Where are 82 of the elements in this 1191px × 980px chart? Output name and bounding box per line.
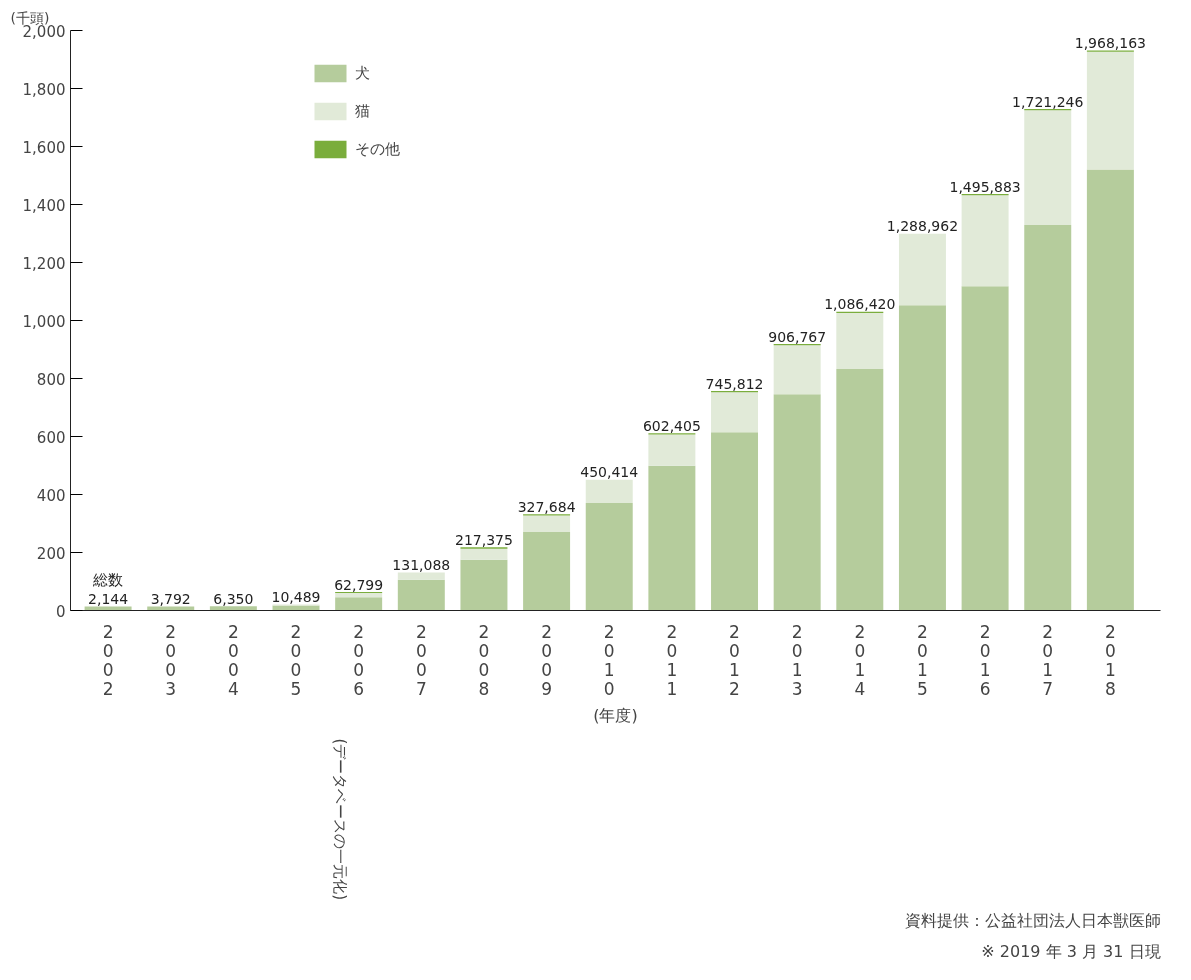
y-tick-label: 0 — [55, 602, 66, 621]
annotation: 327,684 — [517, 498, 576, 515]
annotation: 1,086,420 — [824, 296, 896, 313]
bar — [961, 195, 1009, 287]
annotation: 450,414 — [580, 464, 639, 481]
annotation: 6,350 — [213, 590, 254, 607]
bar — [898, 233, 946, 306]
x-tick-label: 2002 — [102, 621, 114, 699]
annotation: 1,721,246 — [1012, 93, 1084, 110]
x-tick-label: 2010 — [603, 621, 615, 699]
bar — [460, 559, 508, 611]
legend-label: 犬 — [355, 63, 371, 83]
bar — [898, 305, 946, 611]
text: (データベースの一元化) — [330, 738, 349, 901]
x-tick-label: 2014 — [854, 621, 866, 699]
text: ※ 2019 年 3 月 31 日現 — [981, 941, 1161, 961]
bar — [773, 394, 821, 611]
bar — [773, 345, 821, 395]
bar — [1086, 51, 1134, 170]
bar — [711, 392, 759, 433]
y-tick-label: 1,800 — [22, 80, 66, 99]
legend-label: 猫 — [355, 101, 371, 121]
annotation: 131,088 — [392, 557, 451, 574]
bar — [711, 432, 759, 611]
x-tick-label: 2013 — [791, 621, 803, 699]
bar — [585, 479, 633, 503]
y-tick-label: 1,600 — [22, 138, 66, 157]
bar — [523, 531, 571, 611]
bar — [648, 434, 696, 466]
bar — [1024, 225, 1072, 611]
annotation: 総数 — [92, 571, 124, 590]
bar — [648, 465, 696, 611]
y-tick-label: 1,200 — [22, 254, 66, 273]
x-tick-label: 2009 — [541, 621, 553, 699]
bar — [335, 597, 383, 611]
x-tick-label: 2012 — [729, 621, 740, 699]
x-tick-label: 2006 — [353, 621, 365, 699]
bar — [460, 548, 508, 560]
y-tick-label: 200 — [36, 544, 66, 563]
bar — [397, 579, 445, 611]
y-tick-label: 400 — [36, 486, 66, 505]
annotation: 3,792 — [150, 591, 191, 608]
y-tick-label: 800 — [36, 370, 66, 389]
x-tick-label: 2018 — [1104, 621, 1116, 699]
x-tick-label: 2005 — [290, 621, 302, 699]
annotation: 745,812 — [705, 375, 764, 392]
annotation: 1,288,962 — [886, 218, 959, 235]
y-tick-label: 1,400 — [22, 196, 66, 215]
x-tick-label: 2011 — [666, 621, 678, 699]
bar — [836, 368, 884, 611]
bar — [84, 606, 132, 611]
annotation: 62,799 — [334, 576, 384, 593]
y-tick-label: 1,000 — [22, 312, 66, 331]
bar — [1086, 169, 1134, 611]
bar — [335, 593, 383, 598]
bar — [836, 312, 884, 369]
annotation: 602,405 — [642, 417, 701, 434]
bar — [961, 286, 1009, 611]
y-tick-label: 600 — [36, 428, 66, 447]
annotation: 217,375 — [455, 531, 513, 548]
annotation: 2,144 — [88, 591, 129, 608]
bar — [209, 606, 257, 611]
x-tick-label: 2017 — [1042, 621, 1054, 699]
text: 資料提供：公益社団法人日本獣医師 — [904, 910, 1161, 930]
bar — [523, 515, 571, 532]
bar — [397, 572, 445, 580]
x-tick-label: 2016 — [979, 621, 991, 699]
x-tick-label: 2007 — [415, 621, 427, 699]
annotation: 1,968,163 — [1074, 35, 1147, 52]
bar — [1024, 110, 1072, 226]
x-tick-label: 2004 — [227, 621, 239, 699]
legend-label: その他 — [355, 139, 400, 159]
x-tick-label: 2008 — [478, 621, 490, 699]
y-axis-title: (千頭) — [10, 9, 50, 26]
bar — [147, 606, 195, 611]
x-axis-title: (年度) — [593, 705, 638, 725]
annotation: 10,489 — [271, 589, 321, 606]
x-tick-label: 2015 — [917, 621, 928, 699]
x-tick-label: 2003 — [165, 621, 177, 699]
annotation: 1,495,883 — [949, 178, 1021, 195]
bar — [585, 502, 633, 611]
annotation: 906,767 — [768, 328, 827, 345]
